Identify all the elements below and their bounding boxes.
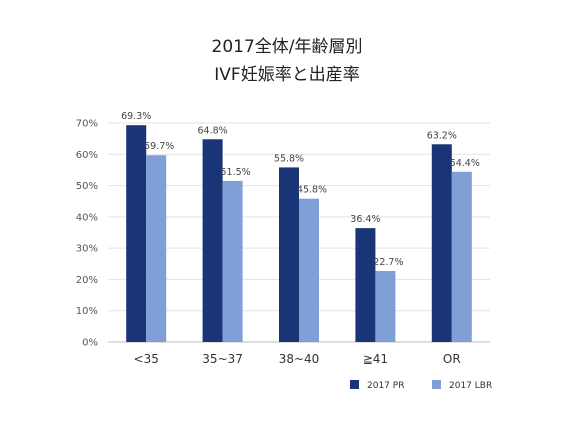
legend-swatch	[350, 380, 359, 389]
data-label: 64.8%	[198, 125, 228, 136]
bar	[126, 125, 147, 342]
x-category-label: 38~40	[279, 352, 320, 366]
chart-title-line-1: 2017全体/年齢層別	[212, 37, 363, 57]
legend: 2017 PR 2017 LBR	[350, 380, 492, 391]
y-tick-label: 20%	[76, 275, 98, 286]
data-label: 45.8%	[297, 185, 327, 196]
legend-label: 2017 LBR	[449, 381, 492, 391]
y-tick-label: 60%	[76, 150, 98, 161]
bars	[126, 125, 472, 342]
y-tick-label: 50%	[76, 181, 98, 192]
legend-label: 2017 PR	[367, 381, 404, 391]
data-label: 55.8%	[274, 153, 304, 164]
y-tick-label: 0%	[82, 338, 98, 349]
data-label: 36.4%	[350, 214, 380, 225]
x-category-label: ≧41	[363, 352, 388, 366]
y-tick-label: 30%	[76, 244, 98, 255]
bar	[279, 167, 299, 342]
data-label: 69.3%	[121, 111, 151, 122]
x-category-label: <35	[134, 352, 159, 366]
bar	[375, 270, 396, 342]
data-label: 51.5%	[221, 167, 251, 178]
y-tick-label: 40%	[76, 212, 98, 223]
x-category-label: OR	[443, 352, 461, 366]
y-tick-label: 70%	[76, 119, 98, 130]
y-axis-ticks: 0% 10% 20% 30% 40% 50% 60% 70%	[76, 119, 98, 349]
legend-swatch	[432, 380, 441, 389]
bar	[431, 144, 452, 342]
data-label: 63.2%	[427, 130, 457, 141]
x-category-label: 35~37	[202, 352, 243, 366]
bar	[355, 228, 376, 342]
data-label: 22.7%	[373, 257, 403, 268]
x-axis-categories: <35 35~37 38~40 ≧41 OR	[134, 352, 461, 366]
data-label: 54.4%	[450, 158, 480, 169]
bar	[299, 198, 319, 342]
chart-title: 2017全体/年齢層別 IVF妊娠率と出産率	[212, 37, 363, 85]
bar	[451, 171, 472, 342]
bar	[222, 180, 243, 342]
bar	[202, 139, 223, 342]
y-tick-label: 10%	[76, 306, 98, 317]
chart-title-line-2: IVF妊娠率と出産率	[214, 65, 359, 85]
data-labels: 69.3% 59.7% 64.8% 51.5% 55.8% 45.8% 36.4% 22.7%…	[121, 111, 480, 268]
data-label: 59.7%	[144, 141, 174, 152]
bar	[146, 155, 167, 342]
